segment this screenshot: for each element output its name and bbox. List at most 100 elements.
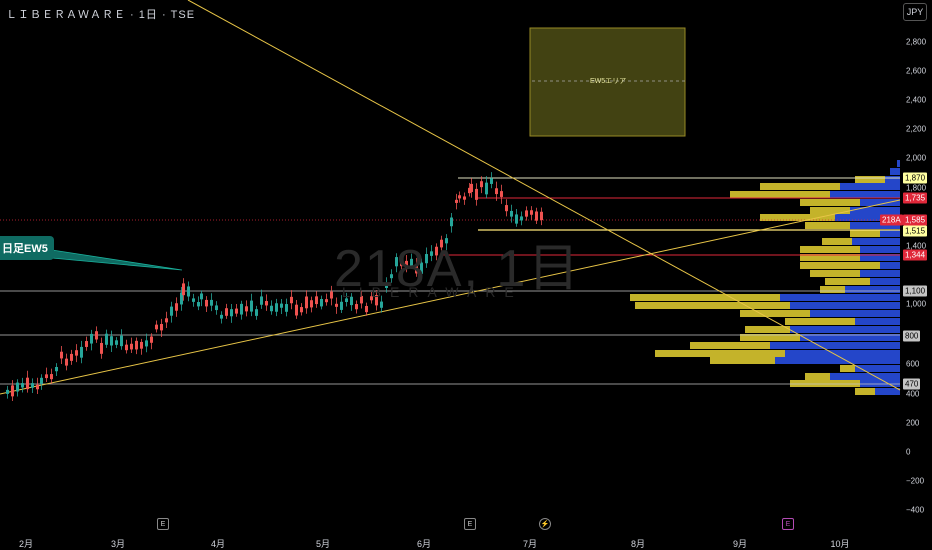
- earnings-event-icon[interactable]: E: [782, 518, 794, 530]
- vp-bar-buy: [830, 373, 900, 380]
- vp-bar-buy: [830, 191, 900, 198]
- candle-body: [260, 296, 263, 305]
- x-axis-label: 4月: [210, 539, 226, 549]
- vp-bar-sell: [790, 380, 860, 387]
- earnings-event-icon[interactable]: E: [157, 518, 169, 530]
- candle-body: [180, 292, 183, 305]
- candle-body: [330, 291, 333, 299]
- x-axis-label: 10月: [830, 539, 850, 549]
- candle-body: [210, 299, 213, 306]
- candle-body: [205, 299, 208, 307]
- candle-body: [175, 303, 178, 311]
- vp-bar-sell: [800, 199, 860, 206]
- currency-button[interactable]: JPY: [903, 3, 927, 21]
- y-axis-label: −400: [906, 505, 925, 515]
- candle-body: [165, 318, 168, 323]
- candle-body: [450, 217, 453, 227]
- y-axis-label: 1,400: [906, 241, 927, 251]
- symbol-tag: 218A: [880, 214, 903, 226]
- price-tag-1100: 1,100: [903, 285, 928, 297]
- candle-body: [145, 340, 148, 347]
- candle-body: [320, 298, 323, 307]
- candle-body: [60, 351, 63, 359]
- vp-bar-sell: [820, 286, 845, 293]
- y-axis-label: 1,800: [906, 183, 927, 193]
- vp-bar-sell: [822, 238, 852, 245]
- candle-body: [525, 210, 528, 217]
- candle-body: [125, 344, 128, 351]
- candle-body: [385, 282, 388, 288]
- candle-body: [515, 214, 518, 224]
- candle-body: [45, 374, 48, 379]
- vp-bar-buy: [855, 318, 900, 325]
- candlestick-series: [6, 172, 543, 401]
- candle-body: [480, 181, 483, 188]
- earnings-event-icon[interactable]: E: [464, 518, 476, 530]
- candle-body: [220, 314, 223, 319]
- dividend-event-icon[interactable]: ⚡: [539, 518, 551, 530]
- candle-body: [130, 343, 133, 350]
- candle-body: [65, 358, 68, 366]
- candle-body: [300, 307, 303, 313]
- vp-bar-buy: [810, 310, 900, 317]
- candle-body: [182, 283, 185, 296]
- vp-bar-buy: [890, 168, 900, 175]
- candle-body: [463, 196, 466, 200]
- candle-body: [475, 188, 478, 200]
- candle-body: [285, 304, 288, 312]
- vp-bar-sell: [745, 326, 790, 333]
- candle-body: [505, 205, 508, 212]
- y-axis-label: 200: [906, 418, 920, 428]
- candle-body: [310, 300, 313, 308]
- candle-body: [170, 306, 173, 316]
- candle-body: [265, 301, 268, 306]
- candle-body: [520, 216, 523, 221]
- candle-body: [160, 324, 163, 331]
- vp-bar-buy: [860, 254, 900, 261]
- symbol-title[interactable]: ＬＩＢＥＲＡＷＡＲＥ · 1日 · TSE: [6, 9, 196, 21]
- candle-body: [215, 305, 218, 311]
- vp-bar-sell: [810, 207, 850, 214]
- vp-bar-buy: [785, 350, 900, 357]
- y-axis-label: 2,200: [906, 124, 927, 134]
- candle-body: [6, 389, 9, 394]
- x-axis-label: 3月: [110, 539, 126, 549]
- candle-body: [420, 262, 423, 274]
- y-axis-label: 2,600: [906, 66, 927, 76]
- price-tag-1735: 1,735: [903, 192, 928, 204]
- candle-body: [500, 191, 503, 197]
- vp-bar-buy: [860, 199, 900, 206]
- candle-body: [70, 353, 73, 361]
- candle-body: [295, 304, 298, 316]
- vp-bar-buy: [780, 294, 900, 301]
- ascending-trendline: [0, 199, 901, 395]
- x-axis-label: 8月: [630, 539, 646, 549]
- candle-body: [280, 303, 283, 308]
- vp-bar-buy: [775, 357, 900, 364]
- candle-body: [490, 178, 493, 184]
- candle-body: [11, 385, 14, 397]
- vp-bar-sell: [805, 373, 830, 380]
- vp-bar-buy: [860, 270, 900, 277]
- vp-bar-sell: [710, 357, 775, 364]
- candle-body: [255, 309, 258, 316]
- y-axis-label: −200: [906, 476, 925, 486]
- candle-body: [85, 341, 88, 347]
- vp-bar-sell: [740, 310, 810, 317]
- candle-body: [395, 257, 398, 267]
- candle-body: [90, 333, 93, 344]
- vp-bar-sell: [760, 214, 835, 221]
- vp-bar-buy: [852, 238, 900, 245]
- candle-body: [230, 309, 233, 317]
- candle-body: [250, 300, 253, 312]
- candle-body: [430, 251, 433, 256]
- x-axis-label: 6月: [416, 539, 432, 549]
- y-axis-label: 600: [906, 359, 920, 369]
- candle-body: [540, 211, 543, 221]
- ew5-annotation-label[interactable]: 日足EW5: [0, 236, 54, 260]
- candle-body: [120, 335, 123, 347]
- vp-bar-sell: [840, 365, 855, 372]
- candle-body: [197, 302, 200, 307]
- candle-body: [26, 377, 29, 390]
